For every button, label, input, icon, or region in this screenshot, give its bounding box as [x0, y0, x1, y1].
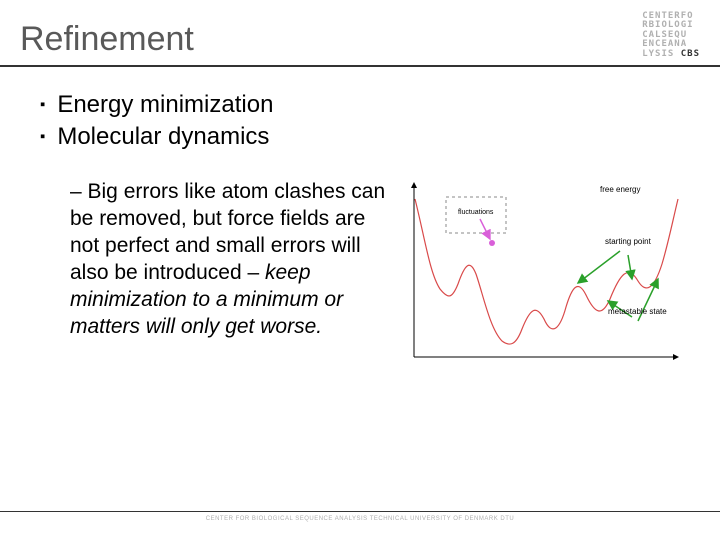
pink-arrow — [480, 219, 490, 239]
logo-cbs: CBS — [681, 49, 700, 59]
slide-header: Refinement CENTERFO RBIOLOGI CALSEQU ENC… — [0, 0, 720, 67]
bullet-item: Molecular dynamics — [40, 121, 680, 153]
footer-text: CENTER FOR BIOLOGICAL SEQUENCE ANALYSIS … — [0, 516, 720, 522]
bullet-item: Energy minimization — [40, 89, 680, 121]
slide-footer: CENTER FOR BIOLOGICAL SEQUENCE ANALYSIS … — [0, 511, 720, 522]
pink-dot — [489, 240, 495, 246]
logo-block: CENTERFO RBIOLOGI CALSEQU ENCEANA LYSIS … — [642, 12, 700, 59]
sub-text-plain: – Big errors like atom clashes can be re… — [70, 180, 385, 284]
label-free-energy: free energy — [600, 185, 640, 194]
sub-bullet-text: – Big errors like atom clashes can be re… — [70, 179, 398, 340]
label-fluctuations: fluctuations — [458, 209, 493, 216]
green-arrow — [628, 255, 632, 279]
main-bullet-list: Energy minimization Molecular dynamics — [40, 89, 680, 153]
energy-diagram-svg — [410, 179, 680, 389]
green-arrow — [578, 251, 620, 283]
slide-content: Energy minimization Molecular dynamics –… — [0, 67, 720, 399]
slide-title: Refinement — [20, 20, 194, 59]
logo-line: LYSIS — [642, 49, 674, 59]
energy-curve — [415, 199, 678, 344]
label-starting-point: starting point — [605, 237, 651, 246]
energy-diagram: free energy fluctuations starting point … — [410, 179, 680, 389]
label-metastable: metastable state — [608, 307, 667, 316]
sub-content-row: – Big errors like atom clashes can be re… — [40, 179, 680, 389]
